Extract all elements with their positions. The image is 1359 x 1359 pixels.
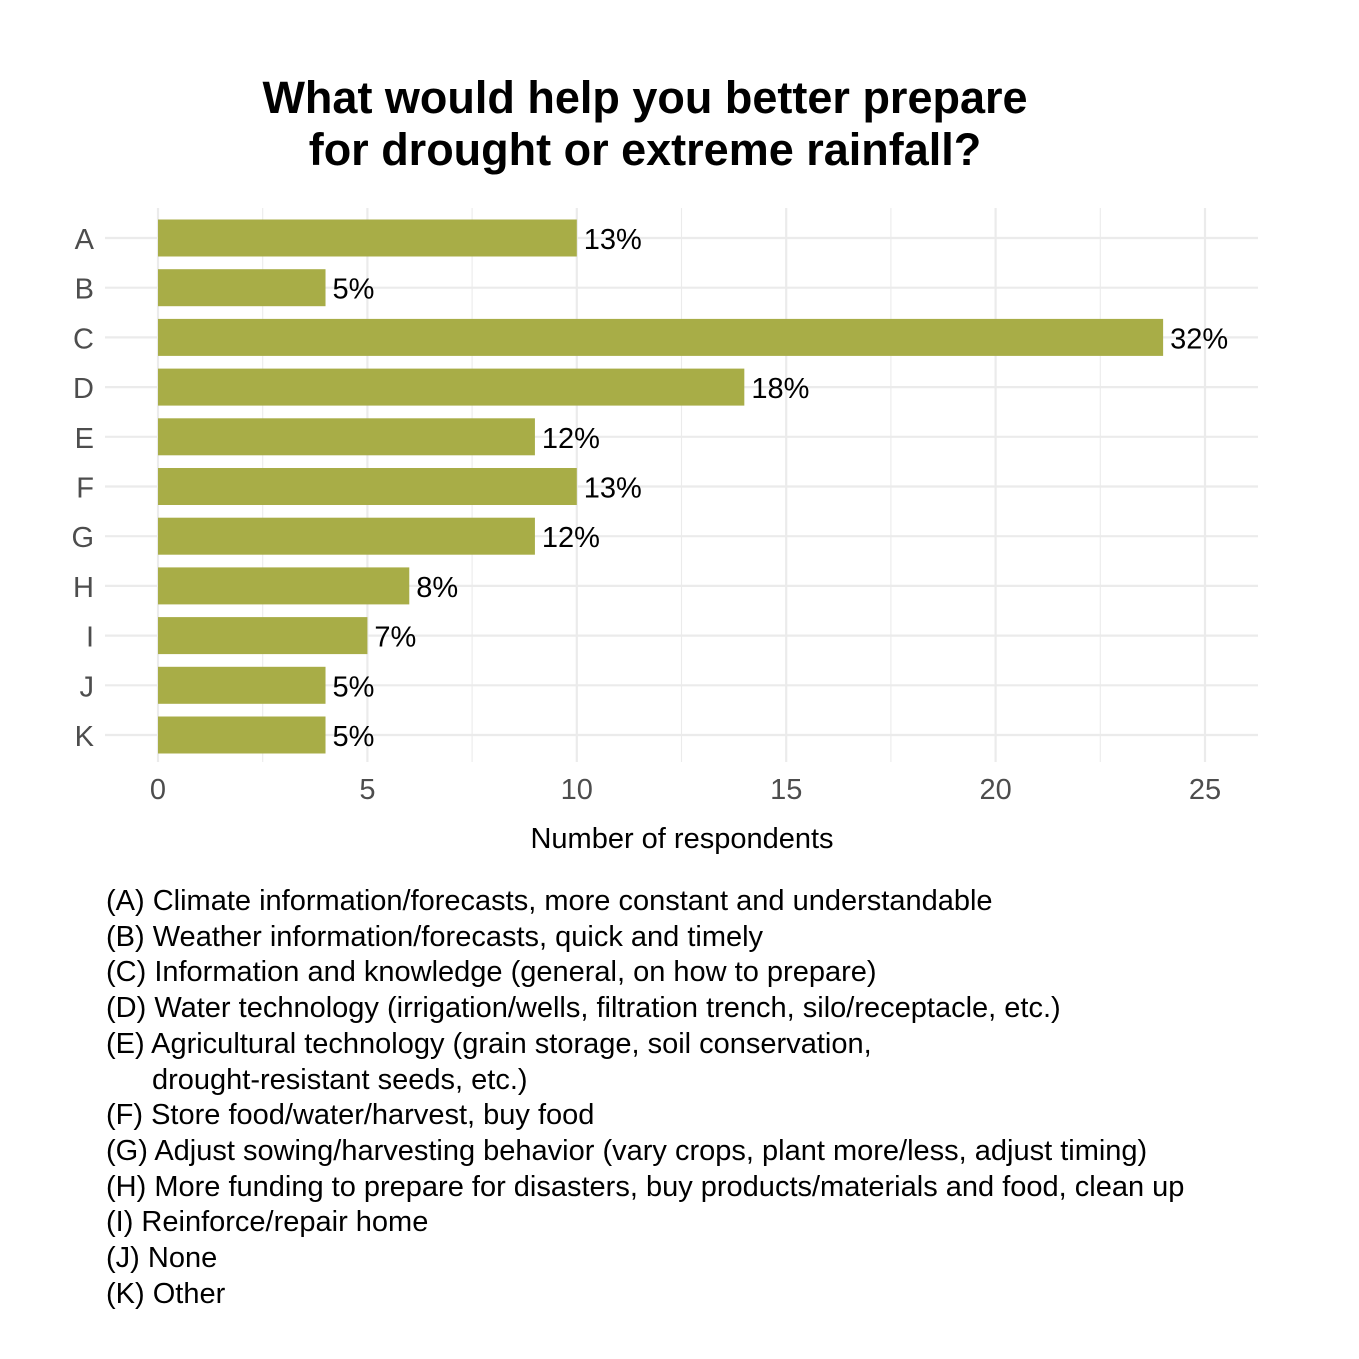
bar-B xyxy=(158,269,326,307)
legend: (A) Climate information/forecasts, more … xyxy=(106,884,1184,1312)
bar-chart: 13% 5% 32% 18% 12% 13% 12% 8%7% 5% 5% ABCDEFGHIJK… xyxy=(71,208,1258,855)
x-tick-label: 5 xyxy=(359,774,375,806)
bar-E xyxy=(158,418,535,456)
data-label-B: 5% xyxy=(333,274,375,306)
bar-G xyxy=(158,517,535,555)
bar-I xyxy=(158,617,368,655)
data-label-H: 8% xyxy=(416,572,458,604)
legend-item-F: (F) Store food/water/harvest, buy food xyxy=(106,1099,595,1132)
bar-K xyxy=(158,716,326,754)
y-tick-label-D: D xyxy=(73,373,94,405)
legend-item-J: (J) None xyxy=(106,1242,218,1275)
legend-item-D: (D) Water technology (irrigation/wells, … xyxy=(106,992,1061,1025)
bar-J xyxy=(158,666,326,704)
data-label-C: 32% xyxy=(1170,323,1228,355)
chart-title: What would help you better prepare for d… xyxy=(0,72,1290,176)
y-tick-label-B: B xyxy=(75,274,94,306)
data-label-G: 12% xyxy=(542,522,600,554)
y-tick-label-K: K xyxy=(75,721,95,753)
data-label-I: 7% xyxy=(374,622,416,654)
data-labels: 13% 5% 32% 18% 12% 13% 12% 8%7% 5% 5% xyxy=(333,224,1229,753)
x-tick-label: 20 xyxy=(979,774,1011,806)
legend-item-G: (G) Adjust sowing/harvesting behavior (v… xyxy=(106,1134,1148,1167)
y-tick-label-J: J xyxy=(80,671,95,703)
bar-D xyxy=(158,368,745,406)
y-tick-label-I: I xyxy=(86,622,94,654)
bar-C xyxy=(158,318,1164,356)
x-tick-label: 10 xyxy=(561,774,593,806)
legend-item-B: (B) Weather information/forecasts, quick… xyxy=(106,920,764,953)
legend-item-E: drought-resistant seeds, etc.) xyxy=(152,1063,528,1096)
legend-item-E: (E) Agricultural technology (grain stora… xyxy=(106,1027,872,1060)
y-tick-label-E: E xyxy=(75,423,94,455)
chart-title-line-1: What would help you better prepare xyxy=(262,72,1028,123)
data-label-F: 13% xyxy=(584,473,642,505)
x-tick-label: 15 xyxy=(770,774,802,806)
x-tick-label: 25 xyxy=(1189,774,1221,806)
y-tick-label-F: F xyxy=(76,473,94,505)
data-label-A: 13% xyxy=(584,224,642,256)
legend-item-H: (H) More funding to prepare for disaster… xyxy=(106,1170,1185,1203)
y-tick-label-G: G xyxy=(71,522,94,554)
x-axis-label: Number of respondents xyxy=(530,823,833,855)
y-tick-label-C: C xyxy=(73,323,94,355)
data-label-D: 18% xyxy=(751,373,809,405)
legend-item-I: (I) Reinforce/repair home xyxy=(106,1206,429,1239)
bar-F xyxy=(158,468,577,505)
x-tick-label: 0 xyxy=(150,774,166,806)
data-label-J: 5% xyxy=(333,671,375,703)
data-label-K: 5% xyxy=(333,721,375,753)
y-tick-label-H: H xyxy=(73,572,94,604)
chart-title-line-2: for drought or extreme rainfall? xyxy=(308,124,982,175)
x-tick-labels: 0 5 10 15 20 25 xyxy=(150,774,1221,806)
bar-A xyxy=(158,219,577,257)
bars xyxy=(158,219,1164,754)
legend-item-C: (C) Information and knowledge (general, … xyxy=(106,956,877,989)
data-label-E: 12% xyxy=(542,423,600,455)
y-tick-label-A: A xyxy=(75,224,95,256)
legend-item-A: (A) Climate information/forecasts, more … xyxy=(106,885,993,917)
bar-H xyxy=(158,567,410,605)
legend-item-K: (K) Other xyxy=(106,1277,226,1310)
